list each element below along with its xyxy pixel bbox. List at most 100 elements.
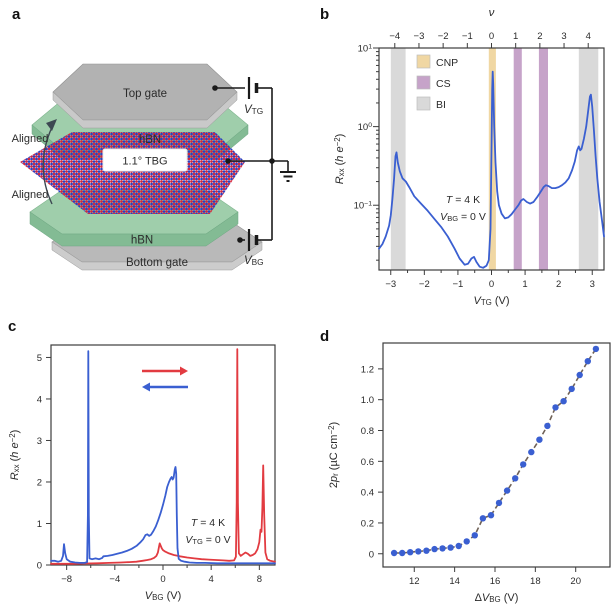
- legend-label-BI: BI: [436, 99, 446, 111]
- x-tick-label: −2: [419, 279, 430, 290]
- y-tick-label: 3: [37, 436, 42, 447]
- nu-tick-label: 1: [513, 31, 518, 42]
- panel-a-schematic: Top gate hBN 1.1° TBG hBN Bottom gate Al…: [12, 63, 296, 271]
- y-tick-label: 5: [37, 353, 42, 364]
- x-tick-label: 3: [590, 279, 595, 290]
- axis-ticks: [373, 43, 593, 275]
- contact-dot-bottom-gate: [237, 237, 243, 243]
- annotation-line: VTG = 0 V: [185, 534, 230, 546]
- x-tick-label: 16: [490, 576, 501, 587]
- x-tick-label: 4: [209, 574, 214, 585]
- nu-tick-label: 3: [561, 31, 566, 42]
- axis-ticks: [46, 356, 260, 570]
- y-tick-label: 1.2: [361, 364, 374, 375]
- x-axis-label: ΔVBG (V): [475, 592, 519, 604]
- x-tick-label: −8: [61, 574, 72, 585]
- y-tick-label: 1: [37, 519, 42, 530]
- nu-tick-label: 4: [586, 31, 591, 42]
- arrowhead-icon: [46, 119, 57, 131]
- fit-dashed-line: [394, 348, 597, 554]
- panel-b-letter: b: [320, 6, 330, 23]
- aligned-bottom-label: Aligned: [12, 189, 49, 201]
- y-tick-label: 0.4: [361, 488, 374, 499]
- plot-frame: [50, 344, 276, 566]
- contact-dot-tbg: [225, 158, 231, 164]
- nu-tick-label: 0: [489, 31, 494, 42]
- vbg-label: VBG: [244, 255, 264, 267]
- legend-swatch-CNP: [416, 54, 431, 69]
- curve-sweep-up-red: [50, 348, 276, 565]
- vtg-label: VTG: [244, 104, 263, 116]
- y-tick-label: 0: [37, 561, 42, 572]
- annotation-line: VBG = 0 V: [440, 211, 486, 223]
- hbn-top-label: hBN: [139, 134, 161, 146]
- x-tick-label: 2: [556, 279, 561, 290]
- y-tick-label: 0.6: [361, 457, 374, 468]
- nu-tick-label: −2: [438, 31, 449, 42]
- tbg-label-box: [102, 148, 188, 172]
- legend-swatch-BI: [416, 96, 431, 111]
- y-tick-label: 2: [37, 477, 42, 488]
- panel-b-chart: −3 −2 −1 0 1 2 3 10−1 100 101 −4 −3 −2 −1 0 1 2 3 4 ν VTG (V…: [333, 7, 605, 307]
- x-axis-label: VTG (V): [473, 295, 509, 307]
- x-tick-label: 20: [570, 576, 581, 587]
- band-CS: [513, 48, 522, 270]
- panel-c-letter: c: [8, 318, 17, 335]
- sweep-arrow-right-icon: [142, 366, 188, 376]
- nu-tick-label: −4: [389, 31, 400, 42]
- nu-tick-label: 2: [537, 31, 542, 42]
- y-tick-label: 0.8: [361, 426, 374, 437]
- band-CS: [538, 48, 548, 270]
- legend-label-CS: CS: [436, 78, 451, 90]
- ground-icon: [280, 161, 296, 182]
- annotation-line: T = 4 K: [191, 517, 225, 529]
- aligned-arrow: [42, 119, 57, 205]
- x-tick-label: 14: [449, 576, 460, 587]
- legend-swatch-CS: [416, 75, 431, 90]
- x-tick-label: −4: [109, 574, 120, 585]
- top-axis-label: ν: [489, 7, 495, 19]
- vtg-text: VTG: [244, 104, 263, 116]
- scatter-series-remanent-polarization: [390, 345, 600, 557]
- y-axis-label: Rxx (h e−2): [8, 430, 22, 481]
- x-axis-label: VBG (V): [145, 590, 182, 602]
- x-tick-label: 0: [489, 279, 494, 290]
- x-tick-label: −1: [452, 279, 463, 290]
- x-tick-label: 18: [530, 576, 541, 587]
- y-axis-label: Rxx (h e−2): [333, 134, 347, 185]
- nu-tick-label: −1: [462, 31, 473, 42]
- x-tick-label: 8: [257, 574, 262, 585]
- top-gate-slab: [52, 63, 238, 129]
- y-tick-label: 100: [358, 122, 373, 133]
- plot-frame: [382, 342, 611, 568]
- top-gate-label: Top gate: [123, 88, 167, 100]
- panel-a-letter: a: [12, 6, 21, 23]
- vbg-text: VBG: [244, 255, 264, 267]
- y-tick-label: 10−1: [354, 201, 373, 212]
- x-tick-label: 1: [522, 279, 527, 290]
- y-tick-label: 0.2: [361, 518, 374, 529]
- panel-d-chart: 12 14 16 18 20 0 0.2 0.4 0.6 0.8 1.0 1.2 ΔVBG (V) 2pr…: [327, 342, 611, 604]
- curve-Rxx-vs-Vtg: [378, 70, 605, 269]
- x-tick-label: −3: [385, 279, 396, 290]
- y-tick-label: 4: [37, 394, 42, 405]
- x-tick-label: 12: [409, 576, 420, 587]
- legend-label-CNP: CNP: [436, 57, 458, 69]
- y-tick-label: 101: [358, 44, 373, 55]
- bottom-gate-label: Bottom gate: [126, 257, 188, 269]
- curve-sweep-down-blue: [50, 350, 276, 565]
- y-axis-label: 2pr (µC cm−2): [327, 422, 341, 488]
- band-BI: [578, 48, 599, 270]
- axis-ticks: [378, 368, 577, 572]
- tbg-lattice: [20, 132, 245, 214]
- panel-c-chart: −8 −4 0 4 8 0 1 2 3 4 5 VBG (V) Rxx (h e−2) T = 4 K VT…: [8, 344, 276, 602]
- sweep-arrow-left-icon: [142, 382, 188, 392]
- panel-d-letter: d: [320, 328, 330, 345]
- aligned-top-label: Aligned: [12, 133, 49, 145]
- y-tick-label: 0: [369, 549, 374, 560]
- junction-dot: [269, 158, 275, 164]
- annotation-line: T = 4 K: [446, 194, 480, 206]
- tbg-label: 1.1° TBG: [122, 156, 167, 168]
- band-CNP: [488, 48, 496, 270]
